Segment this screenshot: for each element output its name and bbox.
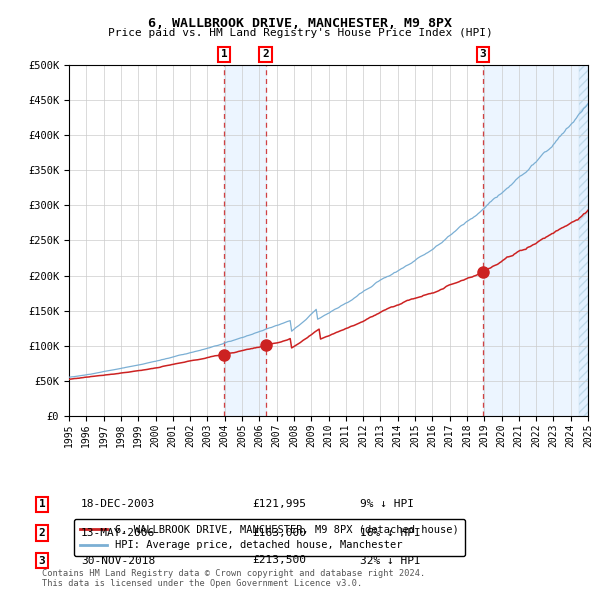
Text: Contains HM Land Registry data © Crown copyright and database right 2024.
This d: Contains HM Land Registry data © Crown c… — [42, 569, 425, 588]
Text: 1: 1 — [38, 500, 46, 509]
Text: 2: 2 — [262, 50, 269, 60]
Text: 13-MAY-2006: 13-MAY-2006 — [81, 528, 155, 537]
Text: 3: 3 — [38, 556, 46, 565]
Bar — [483, 65, 588, 416]
Bar — [580, 65, 588, 416]
Text: 9% ↓ HPI: 9% ↓ HPI — [360, 500, 414, 509]
Text: £213,500: £213,500 — [252, 556, 306, 565]
Text: 32% ↓ HPI: 32% ↓ HPI — [360, 556, 421, 565]
Bar — [580, 65, 588, 416]
Bar — [224, 65, 266, 416]
Text: 2: 2 — [38, 528, 46, 537]
Text: 18-DEC-2003: 18-DEC-2003 — [81, 500, 155, 509]
Legend: 6, WALLBROOK DRIVE, MANCHESTER, M9 8PX (detached house), HPI: Average price, det: 6, WALLBROOK DRIVE, MANCHESTER, M9 8PX (… — [74, 519, 465, 556]
Text: 1: 1 — [221, 50, 227, 60]
Text: 6, WALLBROOK DRIVE, MANCHESTER, M9 8PX: 6, WALLBROOK DRIVE, MANCHESTER, M9 8PX — [148, 17, 452, 30]
Text: 16% ↓ HPI: 16% ↓ HPI — [360, 528, 421, 537]
Text: 30-NOV-2018: 30-NOV-2018 — [81, 556, 155, 565]
Text: £121,995: £121,995 — [252, 500, 306, 509]
Text: 3: 3 — [479, 50, 486, 60]
Text: Price paid vs. HM Land Registry's House Price Index (HPI): Price paid vs. HM Land Registry's House … — [107, 28, 493, 38]
Text: £163,000: £163,000 — [252, 528, 306, 537]
